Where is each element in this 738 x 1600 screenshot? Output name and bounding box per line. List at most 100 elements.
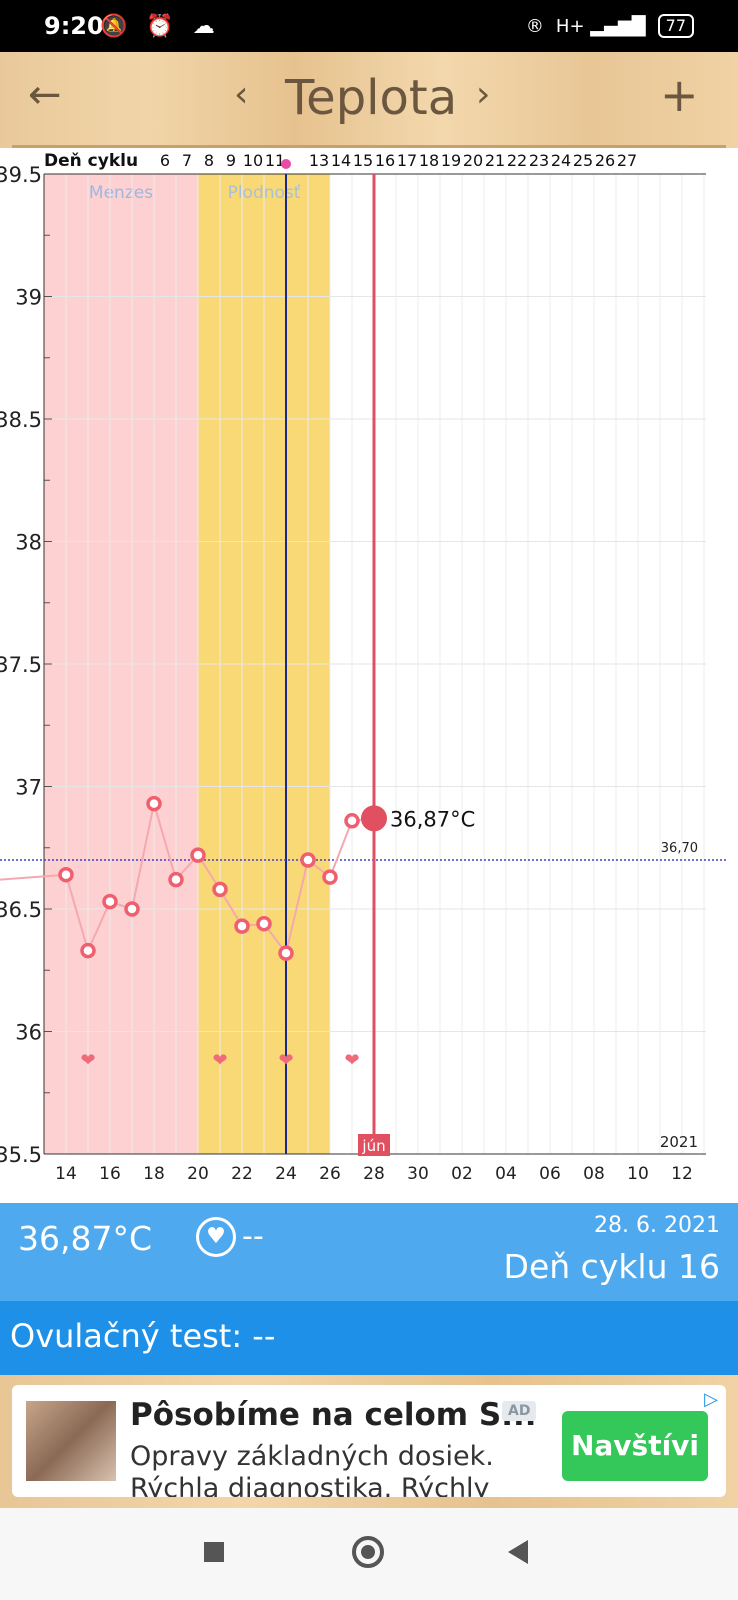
temperature-point: [168, 871, 184, 888]
phase-label: Menzes: [89, 183, 153, 203]
cycle-day-number: 15: [353, 151, 373, 170]
x-tick-label: 20: [187, 1164, 209, 1184]
cycle-day-number: 20: [463, 151, 483, 170]
recents-icon[interactable]: [204, 1542, 224, 1562]
month-label: jún: [361, 1137, 385, 1155]
cycle-day-number: 6: [160, 151, 170, 170]
cycle-day-number: 26: [595, 151, 615, 170]
cycle-day-header: Deň cyklu: [44, 151, 138, 171]
cycle-day-number: 18: [419, 151, 439, 170]
current-temperature-dot: [361, 805, 387, 832]
cycle-day: Deň cyklu 16: [503, 1247, 720, 1286]
next-chart-icon[interactable]: ›: [476, 74, 491, 115]
cycle-day-number: 22: [507, 151, 527, 170]
cycle-day-number: 25: [573, 151, 593, 170]
ad-visit-button[interactable]: Navštívi: [562, 1411, 708, 1481]
signal-icon: H+ ▂▄▆█: [555, 15, 646, 37]
clock: 9:20: [44, 12, 104, 40]
cycle-day-number: 9: [226, 151, 236, 170]
y-tick-label: 37.5: [0, 653, 42, 677]
cycle-day-number: 19: [441, 151, 461, 170]
series-lead-line: [0, 873, 67, 881]
y-tick-label: 36: [15, 1021, 42, 1045]
y-tick-label: 39: [15, 286, 42, 310]
system-navigation-bar: [0, 1508, 738, 1600]
x-tick-label: 28: [363, 1164, 385, 1184]
y-tick-label: 38: [15, 531, 42, 555]
reading-panel[interactable]: 36,87°C ♥ -- 28. 6. 2021 Deň cyklu 16: [0, 1203, 738, 1301]
y-tick-label: 36.5: [0, 898, 42, 922]
ad-text[interactable]: Opravy základných dosiek. Rýchla diagnos…: [130, 1441, 494, 1497]
intercourse-heart-icon: ❤: [278, 1050, 293, 1071]
x-tick-label: 12: [671, 1164, 693, 1184]
temperature-point: [322, 869, 338, 885]
x-tick-label: 08: [583, 1164, 605, 1184]
add-icon[interactable]: +: [660, 68, 699, 122]
cycle-day-number: 27: [617, 151, 637, 170]
cycle-day-number: 23: [529, 151, 549, 170]
month-label-box: [358, 1134, 390, 1156]
toolbar-divider: [12, 145, 726, 148]
current-temperature: 36,87°C: [18, 1219, 153, 1258]
notification-icons: 🔕 ⏰ ☁: [100, 14, 221, 39]
registered-icon: ®: [525, 15, 544, 37]
selected-date: 28. 6. 2021: [594, 1213, 720, 1238]
previous-chart-icon[interactable]: ‹: [234, 74, 249, 115]
ad-title[interactable]: Pôsobíme na celom S...: [130, 1397, 537, 1433]
app-toolbar: ← ‹ Teplota › +: [0, 52, 738, 148]
cycle-day-number: 10: [243, 151, 263, 170]
home-icon[interactable]: [352, 1536, 384, 1568]
cycle-day-number: 13: [309, 151, 329, 170]
status-bar: 9:20 🔕 ⏰ ☁ ® H+ ▂▄▆█ 77: [0, 0, 738, 52]
heart-icon[interactable]: ♥: [196, 1217, 236, 1257]
ad-banner[interactable]: Pôsobíme na celom S... AD Opravy základn…: [12, 1385, 726, 1497]
back-arrow-icon[interactable]: ←: [28, 72, 62, 118]
cycle-day-number: 21: [485, 151, 505, 170]
x-tick-label: 26: [319, 1164, 341, 1184]
temperature-point: [146, 795, 162, 812]
x-tick-label: 06: [539, 1164, 561, 1184]
cover-line-label: 36,70: [661, 841, 698, 856]
temperature-point: [58, 866, 74, 883]
x-tick-label: 22: [231, 1164, 253, 1184]
cycle-day-number: 17: [397, 151, 417, 170]
heart-value: --: [242, 1219, 264, 1254]
y-tick-label: 39.5: [0, 163, 42, 187]
y-tick-label: 35.5: [0, 1143, 42, 1167]
temperature-point: [212, 881, 228, 898]
ad-choices-icon[interactable]: ▷: [704, 1389, 718, 1410]
ovulation-test-label: Ovulačný test: --: [10, 1317, 276, 1355]
ad-badge: AD: [502, 1401, 537, 1421]
ovulation-test-row[interactable]: Ovulačný test: --: [0, 1301, 738, 1375]
temperature-point: [102, 893, 118, 910]
ad-image[interactable]: [26, 1401, 116, 1481]
system-icons: ® H+ ▂▄▆█ 77: [526, 14, 694, 38]
year-label: 2021: [660, 1133, 698, 1151]
x-tick-label: 10: [627, 1164, 649, 1184]
cycle-day-number: 11: [265, 151, 285, 170]
x-tick-label: 04: [495, 1164, 517, 1184]
current-temperature-label: 36,87°C: [390, 807, 475, 831]
x-tick-label: 18: [143, 1164, 165, 1184]
x-tick-label: 24: [275, 1164, 297, 1184]
cycle-day-number: 7: [182, 151, 192, 170]
ovulation-marker-icon: [281, 159, 291, 169]
intercourse-heart-icon: ❤: [344, 1050, 359, 1071]
battery-icon: 77: [657, 14, 694, 38]
temperature-point: [278, 945, 294, 961]
nav-back-icon[interactable]: [508, 1540, 528, 1564]
temperature-point: [234, 918, 250, 934]
cycle-day-number: 24: [551, 151, 571, 170]
temperature-point: [256, 915, 272, 932]
intercourse-heart-icon: ❤: [80, 1050, 95, 1071]
cycle-day-number: 14: [331, 151, 351, 170]
temperature-chart[interactable]: Menzes Plodnosť39.53938.53837.53736.53635…: [0, 148, 738, 1198]
x-tick-label: 16: [99, 1164, 121, 1184]
temperature-point: [124, 901, 140, 917]
temperature-point: [300, 852, 316, 868]
intercourse-heart-icon: ❤: [212, 1050, 227, 1071]
cycle-day-number: 16: [375, 151, 395, 170]
ad-area: Pôsobíme na celom S... AD Opravy základn…: [0, 1375, 738, 1508]
x-tick-label: 14: [55, 1164, 77, 1184]
y-tick-label: 38.5: [0, 408, 42, 432]
